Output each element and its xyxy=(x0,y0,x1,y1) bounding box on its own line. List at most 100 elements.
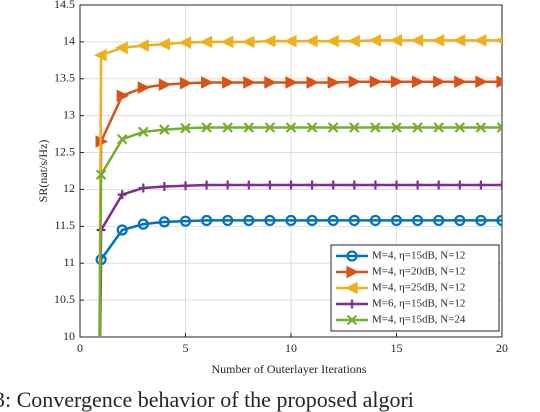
marker xyxy=(244,180,254,190)
marker xyxy=(201,122,212,133)
y-tick-label: 13.5 xyxy=(54,71,75,85)
marker xyxy=(345,281,358,295)
marker xyxy=(181,181,190,191)
marker xyxy=(455,180,465,190)
marker xyxy=(390,214,403,227)
marker xyxy=(201,214,213,227)
marker xyxy=(243,122,255,133)
marker xyxy=(327,214,339,227)
marker xyxy=(222,214,234,227)
plot-frame xyxy=(79,4,503,338)
marker xyxy=(412,214,424,227)
marker xyxy=(473,34,487,47)
marker xyxy=(413,180,423,190)
x-tick-label: 5 xyxy=(183,341,189,355)
marker xyxy=(222,76,235,89)
marker xyxy=(201,76,214,89)
marker xyxy=(95,169,107,180)
legend-label: M=6, η=15dB, N=12 xyxy=(372,298,465,310)
marker xyxy=(286,180,296,190)
marker xyxy=(243,76,256,89)
marker xyxy=(202,180,212,190)
marker xyxy=(412,122,423,133)
marker xyxy=(349,122,360,133)
marker xyxy=(369,214,381,227)
legend-label: M=4, η=15dB, N=24 xyxy=(372,314,466,326)
plot-area xyxy=(94,34,502,337)
marker xyxy=(116,224,128,236)
x-tick-label: 15 xyxy=(391,341,403,355)
y-tick-label: 10.5 xyxy=(54,292,75,306)
marker xyxy=(284,34,297,48)
y-tick-label: 12.5 xyxy=(54,144,75,158)
marker xyxy=(349,180,359,190)
marker xyxy=(158,78,172,91)
marker xyxy=(117,190,127,200)
marker xyxy=(305,34,318,48)
marker xyxy=(348,75,362,89)
marker xyxy=(347,34,360,48)
marker xyxy=(180,122,191,134)
marker xyxy=(157,37,170,51)
marker xyxy=(136,39,149,52)
series-line xyxy=(98,219,502,337)
y-tick-label: 13 xyxy=(63,107,75,121)
legend-label: M=4, η=15dB, N=12 xyxy=(372,250,465,262)
marker xyxy=(433,122,444,133)
marker xyxy=(327,76,341,89)
marker xyxy=(264,76,277,89)
marker xyxy=(137,218,149,230)
marker xyxy=(370,122,381,133)
marker xyxy=(497,180,502,190)
marker xyxy=(265,180,275,190)
marker xyxy=(138,183,148,193)
marker xyxy=(327,122,339,133)
marker xyxy=(243,214,255,227)
marker xyxy=(262,34,276,48)
marker xyxy=(285,214,297,227)
marker xyxy=(159,181,169,191)
marker xyxy=(306,76,320,89)
marker xyxy=(306,214,318,227)
y-tick-label: 10 xyxy=(63,329,75,343)
marker xyxy=(264,122,276,133)
caption: 3: Convergence behavior of the proposed … xyxy=(0,387,414,412)
marker xyxy=(431,34,445,47)
marker xyxy=(94,48,107,62)
marker xyxy=(347,299,357,309)
marker xyxy=(178,36,192,49)
marker xyxy=(220,35,234,49)
legend: M=4, η=15dB, N=12 M=4, η=20dB, N=12 M=4, η… xyxy=(330,244,500,332)
marker xyxy=(496,214,502,227)
marker xyxy=(179,215,192,227)
marker xyxy=(116,89,130,103)
marker xyxy=(433,75,446,89)
marker xyxy=(346,314,358,326)
marker xyxy=(222,122,233,133)
marker xyxy=(475,122,487,133)
marker xyxy=(306,122,318,133)
marker xyxy=(326,34,339,48)
marker xyxy=(328,180,338,190)
marker xyxy=(452,34,466,47)
marker xyxy=(241,35,255,49)
marker xyxy=(496,122,502,133)
y-tick-label: 12 xyxy=(63,181,75,195)
marker xyxy=(496,75,502,89)
marker xyxy=(391,122,402,133)
marker xyxy=(159,124,170,135)
marker xyxy=(137,81,151,94)
marker xyxy=(264,214,276,227)
marker xyxy=(370,180,380,190)
legend-label: M=4, η=25dB, N=12 xyxy=(372,282,465,294)
marker xyxy=(346,265,359,279)
marker xyxy=(392,180,401,190)
marker xyxy=(138,126,149,138)
legend-label: M=4, η=20dB, N=12 xyxy=(372,266,465,278)
marker xyxy=(179,76,193,90)
x-axis-label: Number of Outerlayer Iterations xyxy=(212,362,367,376)
marker xyxy=(454,122,466,133)
marker xyxy=(475,214,487,227)
marker xyxy=(115,41,128,55)
